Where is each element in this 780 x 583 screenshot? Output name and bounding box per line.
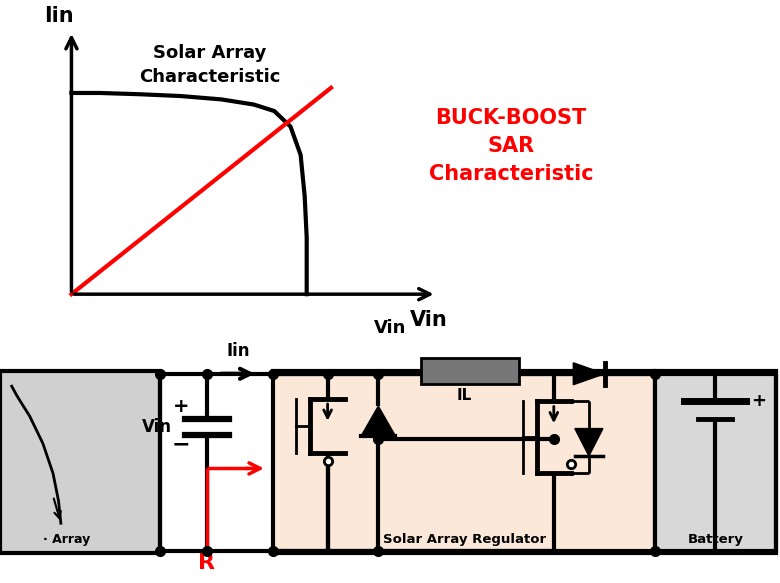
Text: · Array: · Array bbox=[43, 533, 90, 546]
Text: IL: IL bbox=[456, 388, 472, 403]
Text: +: + bbox=[172, 396, 190, 416]
Polygon shape bbox=[573, 363, 604, 385]
Polygon shape bbox=[575, 429, 603, 456]
Text: −: − bbox=[172, 434, 190, 455]
Text: Solar Array
Characteristic: Solar Array Characteristic bbox=[139, 44, 280, 86]
Text: Battery: Battery bbox=[688, 533, 743, 546]
Bar bbox=[273, 371, 655, 553]
Text: BUCK-BOOST
SAR
Characteristic: BUCK-BOOST SAR Characteristic bbox=[428, 108, 594, 184]
Text: Iin: Iin bbox=[44, 6, 74, 26]
Bar bbox=[655, 371, 776, 553]
Text: R: R bbox=[198, 553, 215, 573]
Text: Vin: Vin bbox=[142, 417, 172, 436]
Polygon shape bbox=[361, 406, 395, 436]
Text: Vin: Vin bbox=[374, 319, 406, 337]
Text: Vin: Vin bbox=[410, 310, 447, 329]
Text: Iin: Iin bbox=[226, 342, 250, 360]
Text: +: + bbox=[750, 392, 766, 410]
Text: Solar Array Regulator: Solar Array Regulator bbox=[382, 533, 546, 546]
Bar bbox=[421, 358, 519, 384]
Bar bbox=[0, 371, 160, 553]
